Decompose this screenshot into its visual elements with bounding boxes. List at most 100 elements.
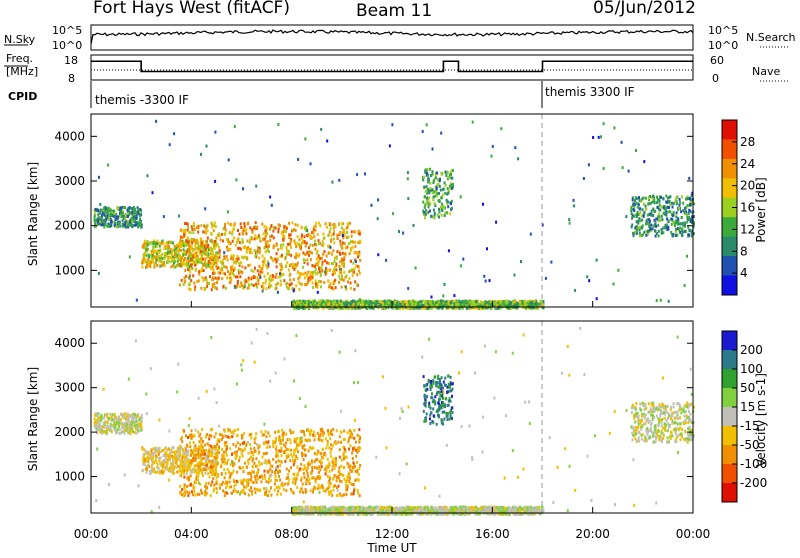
heatmap-cell: [317, 450, 319, 453]
heatmap-cell: [315, 222, 317, 225]
heatmap-cell: [110, 220, 112, 223]
heatmap-cell: [265, 250, 267, 253]
heatmap-cell: [380, 300, 382, 303]
heatmap-cell: [434, 202, 436, 205]
colorbar-swatch: [722, 120, 737, 140]
heatmap-cell: [153, 266, 155, 269]
heatmap-cell: [151, 454, 153, 457]
colorbar-tick-label: 28: [740, 135, 755, 149]
heatmap-cell: [142, 448, 144, 451]
heatmap-cell: [97, 420, 99, 423]
heatmap-cell: [640, 200, 642, 203]
heatmap-cell: [298, 255, 300, 258]
heatmap-cell: [359, 240, 361, 243]
heatmap-cell: [307, 271, 309, 274]
heatmap-cell: [331, 262, 333, 265]
heatmap-cell: [530, 301, 532, 304]
heatmap-cell: [175, 250, 177, 253]
heatmap-cell: [302, 430, 304, 433]
heatmap-cell: [326, 140, 328, 143]
heatmap-cell: [340, 243, 342, 246]
heatmap-cell: [271, 235, 273, 238]
heatmap-cell: [444, 192, 446, 195]
heatmap-cell: [285, 256, 287, 259]
heatmap-cell: [352, 262, 354, 265]
heatmap-cell: [146, 460, 148, 463]
heatmap-cell: [684, 211, 686, 214]
heatmap-cell: [334, 272, 336, 275]
heatmap-cell: [192, 255, 194, 258]
heatmap-cell: [436, 194, 438, 197]
heatmap-cell: [194, 239, 196, 242]
heatmap-cell: [235, 275, 237, 278]
heatmap-cell: [244, 246, 246, 249]
heatmap-cell: [385, 259, 387, 262]
heatmap-cell: [657, 198, 659, 201]
heatmap-cell: [232, 443, 234, 446]
heatmap-cell: [322, 240, 324, 243]
heatmap-cell: [294, 256, 296, 259]
heatmap-cell: [215, 237, 217, 240]
heatmap-cell: [172, 472, 174, 475]
heatmap-cell: [276, 273, 278, 276]
heatmap-cell: [254, 234, 256, 237]
heatmap-cell: [178, 252, 180, 255]
heatmap-cell: [295, 284, 297, 287]
heatmap-cell: [293, 239, 295, 242]
heatmap-cell: [206, 145, 208, 148]
heatmap-cell: [657, 224, 659, 227]
heatmap-cell: [336, 300, 338, 303]
heatmap-cell: [141, 417, 143, 420]
heatmap-cell: [320, 128, 322, 131]
freq-right-tick-top: 60: [710, 54, 724, 67]
heatmap-cell: [346, 231, 348, 234]
heatmap-cell: [267, 272, 269, 275]
heatmap-cell: [157, 242, 159, 245]
heatmap-cell: [617, 269, 619, 272]
heatmap-cell: [433, 217, 435, 220]
heatmap-cell: [250, 283, 252, 286]
heatmap-cell: [133, 220, 135, 223]
heatmap-cell: [172, 451, 174, 454]
heatmap-cell: [297, 158, 299, 161]
heatmap-cell: [451, 177, 453, 180]
heatmap-cell: [675, 220, 677, 223]
heatmap-cell: [229, 231, 231, 234]
heatmap-cell: [311, 252, 313, 255]
heatmap-cell: [239, 233, 241, 236]
heatmap-cell: [197, 258, 199, 261]
heatmap-cell: [312, 244, 314, 247]
heatmap-cell: [223, 251, 225, 254]
heatmap-cell: [643, 160, 645, 163]
heatmap-cell: [332, 445, 334, 448]
heatmap-cell: [261, 475, 263, 478]
heatmap-cell: [254, 237, 256, 240]
heatmap-cell: [187, 236, 189, 239]
heatmap-cell: [204, 490, 206, 493]
heatmap-cell: [656, 206, 658, 209]
heatmap-cell: [214, 240, 216, 243]
heatmap-cell: [149, 265, 151, 268]
heatmap-cell: [355, 455, 357, 458]
heatmap-cell: [121, 422, 123, 425]
heatmap-cell: [588, 279, 590, 282]
heatmap-cell: [677, 223, 679, 226]
heatmap-cell: [211, 288, 213, 291]
heatmap-cell: [178, 457, 180, 460]
heatmap-cell: [104, 223, 106, 226]
heatmap-cell: [190, 474, 192, 477]
heatmap-cell: [444, 301, 446, 304]
heatmap-cell: [341, 480, 343, 483]
heatmap-cell: [115, 213, 117, 216]
heatmap-cell: [211, 239, 213, 242]
heatmap-cell: [156, 245, 158, 248]
heatmap-cell: [279, 479, 281, 482]
heatmap-cell: [313, 235, 315, 238]
heatmap-cell: [314, 438, 316, 441]
heatmap-cell: [96, 425, 98, 428]
heatmap-cell: [420, 300, 422, 303]
heatmap-cell: [121, 215, 123, 218]
heatmap-cell: [211, 452, 213, 455]
heatmap-cell: [329, 231, 331, 234]
heatmap-cell: [242, 227, 244, 230]
